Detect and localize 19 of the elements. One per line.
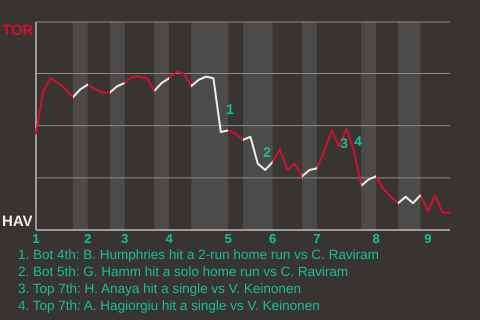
x-tick-label: 5 [224, 231, 232, 246]
x-tick-label: 7 [313, 231, 321, 246]
x-tick-label: 6 [268, 231, 276, 246]
text: 4. Top 7th: A. Hagiorgiu hit a single vs V. Keinonen [18, 298, 320, 313]
text: 2. Bot 5th: G. Hamm hit a solo home run vs C. Raviram [18, 264, 348, 279]
annotation: 2 [263, 144, 272, 160]
text: 3. Top 7th: H. Anaya hit a single vs V. Keinonen [18, 281, 301, 296]
x-tick-label: 3 [121, 231, 128, 246]
annotation: 1 [226, 101, 234, 117]
text: HAV [2, 213, 33, 230]
x-tick-label: 8 [372, 231, 380, 246]
annotation: 4 [354, 133, 362, 149]
x-tick-label: 9 [424, 231, 432, 246]
x-tick-label: 4 [165, 231, 174, 246]
text: 1. Bot 4th: B. Humphries hit a 2-run home run vs C. Raviram [18, 247, 379, 262]
text: TOR [2, 22, 34, 39]
x-tick-label: 2 [84, 231, 92, 246]
x-tick-label: 1 [32, 231, 40, 246]
annotation: 3 [340, 135, 348, 151]
